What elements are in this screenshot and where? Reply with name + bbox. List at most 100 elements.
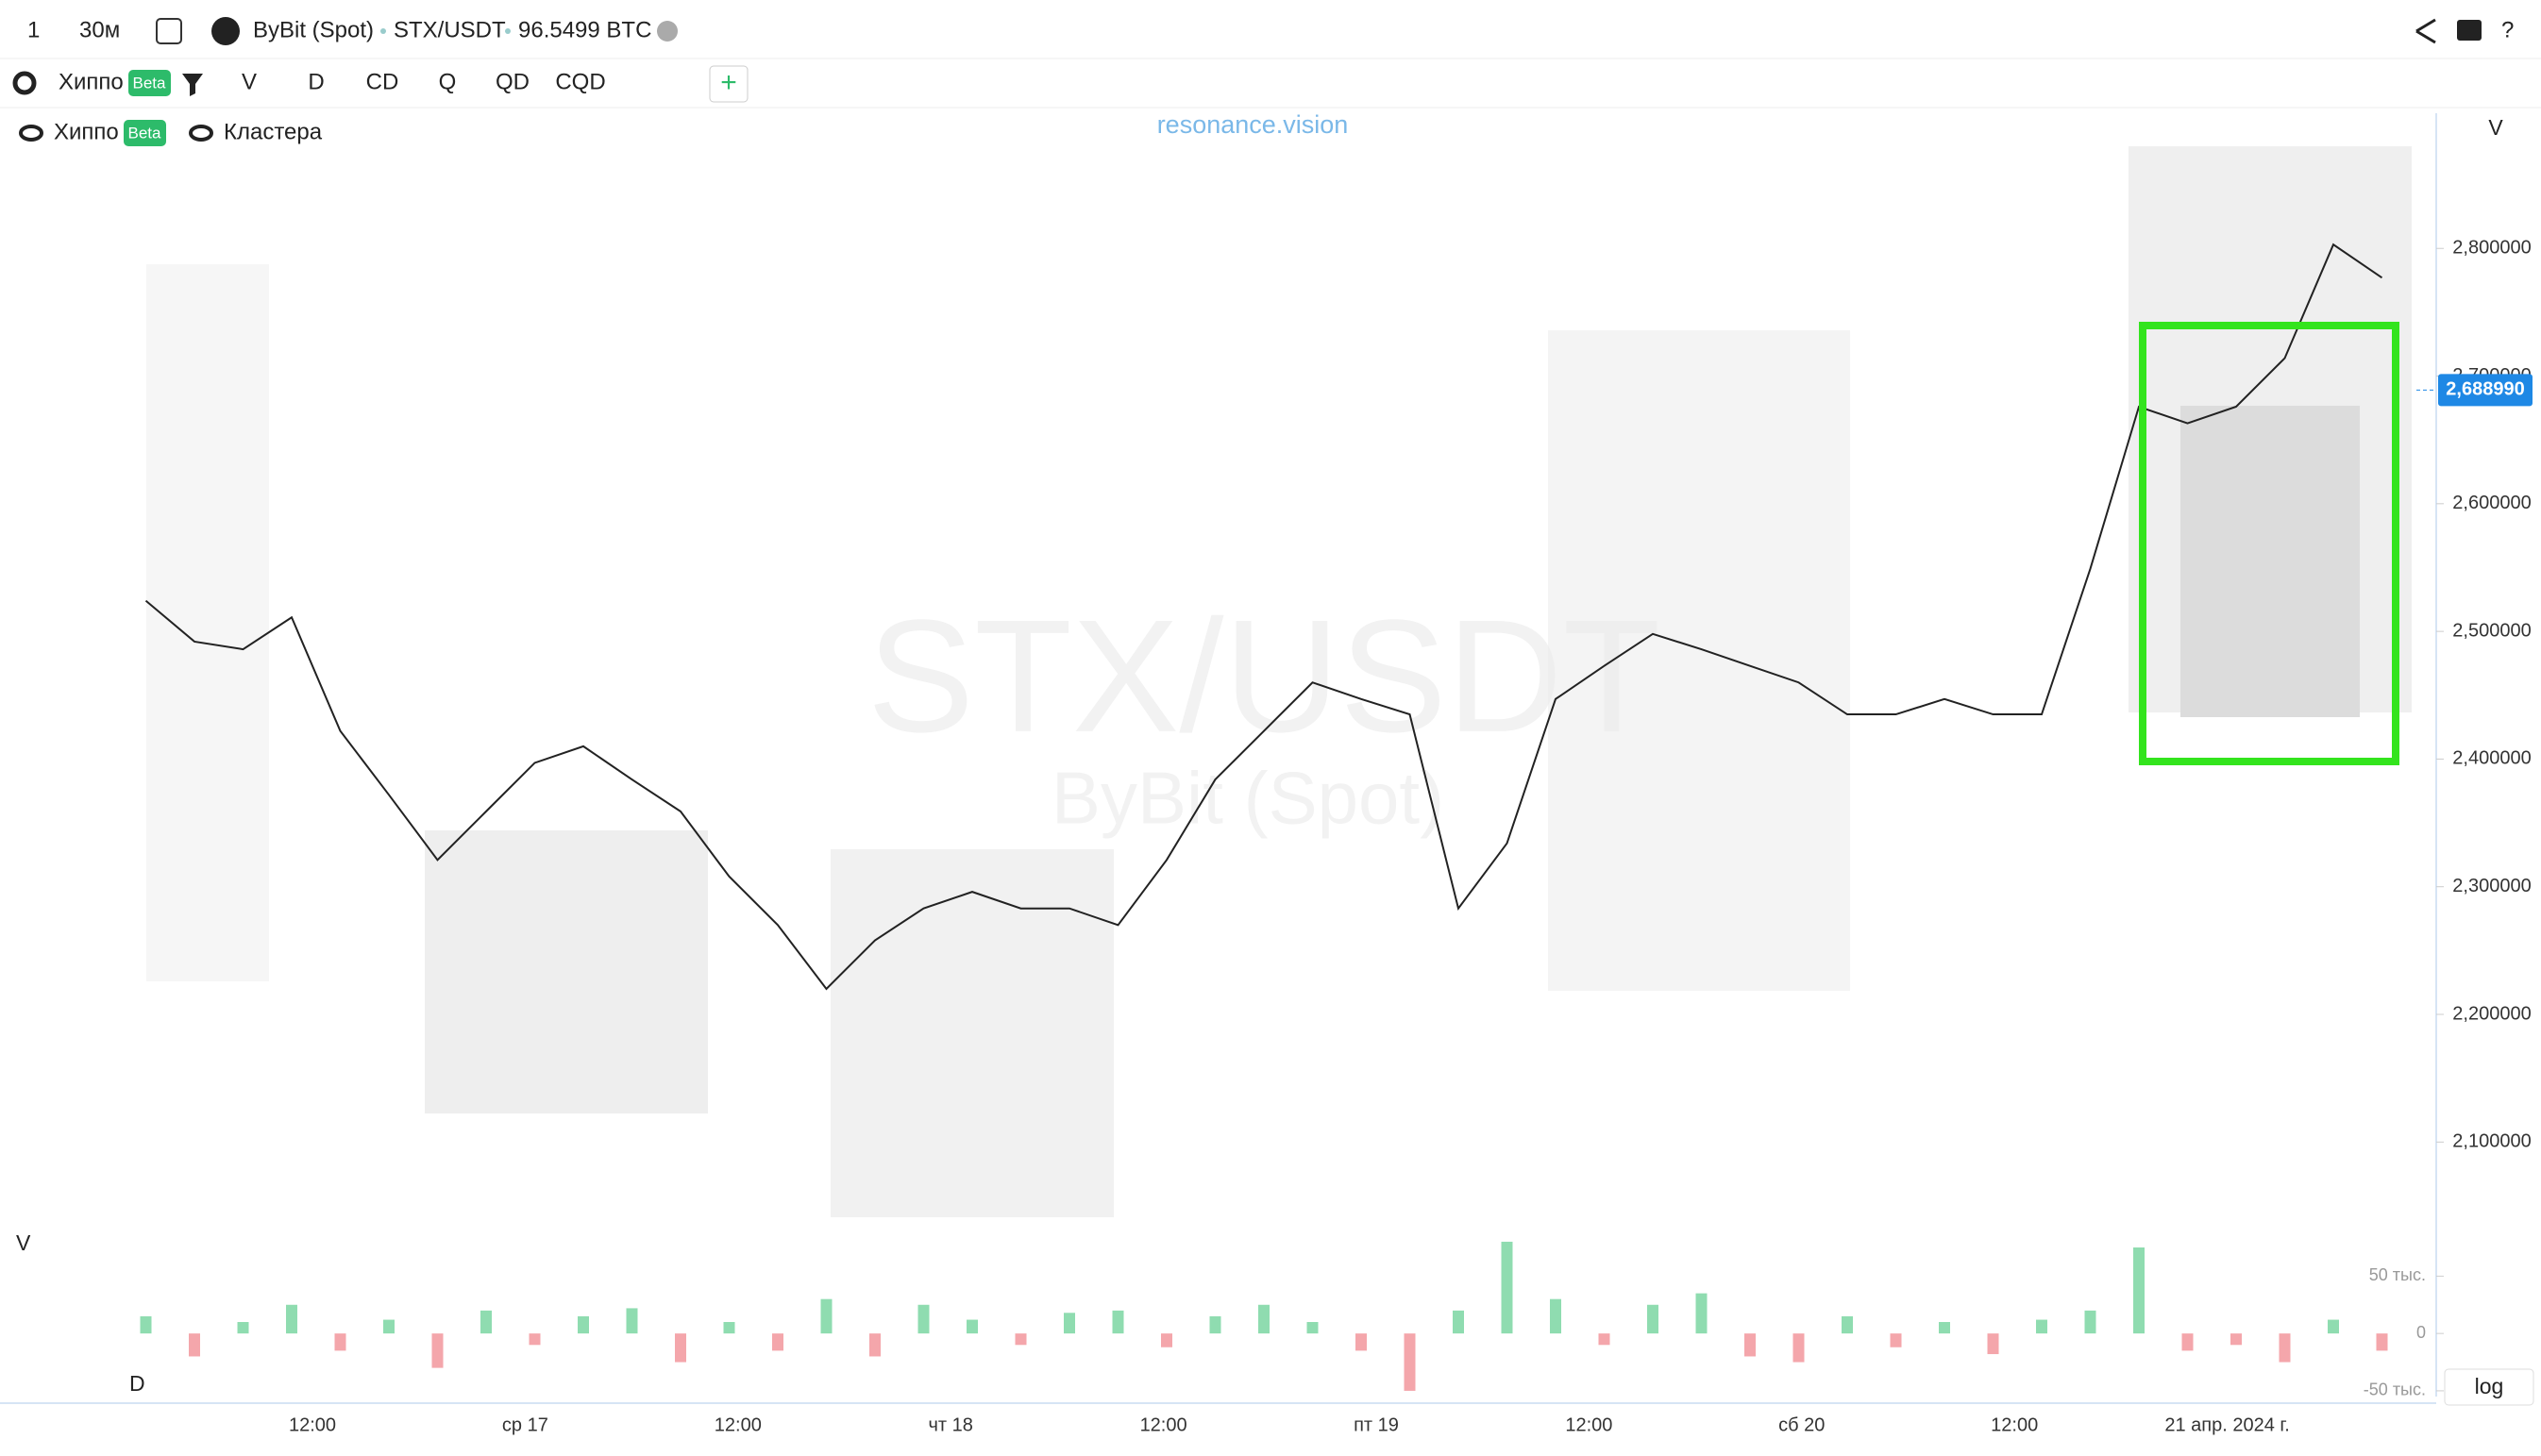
- tool-button[interactable]: QD: [496, 69, 530, 94]
- x-tick-label: ср 17: [502, 1414, 548, 1435]
- y-tick-label: 50 тыс.: [2369, 1265, 2426, 1284]
- interval-count[interactable]: 1: [27, 17, 40, 42]
- delta-bar: [2181, 1333, 2194, 1351]
- x-tick-label: 12:00: [1991, 1414, 2038, 1435]
- heat-zone: [1548, 330, 1850, 991]
- add-icon[interactable]: +: [720, 67, 737, 98]
- delta-bar: [237, 1322, 249, 1334]
- log-button[interactable]: [2444, 1368, 2534, 1406]
- delta-bar: [1695, 1293, 1708, 1334]
- badge-text: Beta: [128, 124, 162, 142]
- share-icon[interactable]: [2415, 18, 2436, 44]
- price-tag: [2438, 374, 2533, 407]
- volume: 96.5499 BTC: [518, 17, 651, 42]
- delta-bar: [1015, 1333, 1027, 1346]
- dot: [380, 28, 386, 34]
- delta-bar: [2084, 1310, 2096, 1334]
- badge: [128, 70, 171, 96]
- delta-bar: [1453, 1310, 1464, 1334]
- delta-bar: [2133, 1247, 2145, 1334]
- heat-zone: [2180, 406, 2360, 717]
- y-tick-label: 2,500000: [2452, 620, 2531, 641]
- pair[interactable]: STX/USDT: [394, 17, 506, 42]
- layer[interactable]: Кластера: [224, 119, 323, 144]
- x-tick-label: 12:00: [1565, 1414, 1612, 1435]
- brand: resonance.vision: [1157, 110, 1349, 139]
- eye-icon[interactable]: [189, 125, 213, 142]
- delta-bar: [1550, 1298, 1561, 1334]
- layer[interactable]: Хиппо: [54, 119, 119, 144]
- watermark: STX/USDT: [867, 587, 1661, 766]
- delta-bar: [1501, 1241, 1513, 1334]
- delta-bar: [431, 1333, 444, 1368]
- screenshot-icon[interactable]: [156, 18, 182, 44]
- dot: [505, 28, 511, 34]
- delta-bar: [578, 1315, 589, 1334]
- delta-bar: [967, 1319, 978, 1334]
- badge: [124, 120, 166, 146]
- help-icon[interactable]: ?: [2501, 17, 2514, 42]
- delta-bar: [383, 1319, 395, 1334]
- pane-label: D: [129, 1371, 145, 1396]
- x-tick-label: 12:00: [289, 1414, 336, 1435]
- tool-button[interactable]: V: [242, 69, 257, 94]
- x-tick-label: 12:00: [1140, 1414, 1187, 1435]
- exchange-logo: [211, 17, 240, 45]
- y-tick-label: 2,200000: [2452, 1003, 2531, 1024]
- delta-bar: [286, 1304, 297, 1334]
- indicator[interactable]: Хиппо: [59, 69, 124, 94]
- add-button[interactable]: [709, 65, 749, 103]
- delta-bar: [1161, 1333, 1172, 1347]
- status: [657, 21, 678, 42]
- delta-bar: [1598, 1333, 1610, 1346]
- delta-bar: [626, 1308, 638, 1334]
- delta-bar: [1064, 1313, 1075, 1334]
- y-tick-label: 2,400000: [2452, 748, 2531, 769]
- delta-bar: [2036, 1319, 2047, 1334]
- video-icon[interactable]: [2457, 20, 2482, 41]
- x-tick-label: сб 20: [1778, 1414, 1825, 1435]
- delta-bar: [140, 1315, 152, 1334]
- interval[interactable]: 30м: [79, 17, 120, 42]
- delta-bar: [2376, 1333, 2388, 1351]
- y-tick-label: 2,100000: [2452, 1131, 2531, 1152]
- highlight-box: [2139, 322, 2399, 765]
- delta-bar: [2230, 1333, 2242, 1346]
- log-text[interactable]: log: [2475, 1374, 2504, 1398]
- tool-button[interactable]: CD: [366, 69, 399, 94]
- delta-bar: [1744, 1333, 1756, 1357]
- filter-icon[interactable]: [182, 74, 203, 96]
- heat-zone: [831, 849, 1114, 1217]
- delta-bar: [1355, 1333, 1367, 1351]
- settings-icon[interactable]: [12, 71, 37, 95]
- x-tick-label: чт 18: [929, 1414, 973, 1435]
- tool-button[interactable]: Q: [439, 69, 457, 94]
- delta-bar: [1404, 1333, 1416, 1391]
- delta-bar: [1987, 1333, 1999, 1355]
- y-tick-label: 2,800000: [2452, 238, 2531, 259]
- heat-zone: [425, 830, 708, 1113]
- delta-bar: [675, 1333, 686, 1363]
- delta-bar: [917, 1304, 930, 1334]
- delta-bar: [723, 1322, 735, 1334]
- pane-label: V: [16, 1230, 31, 1255]
- delta-bar: [772, 1333, 783, 1351]
- x-tick-label: 12:00: [715, 1414, 762, 1435]
- tool-button[interactable]: CQD: [555, 69, 605, 94]
- delta-bar: [1647, 1304, 1658, 1334]
- heat-zone: [146, 264, 269, 981]
- delta-bar: [1792, 1333, 1805, 1363]
- delta-bar: [189, 1333, 200, 1357]
- watermark: ByBit (Spot): [1052, 757, 1444, 840]
- delta-bar: [869, 1333, 881, 1357]
- delta-bar: [1209, 1315, 1221, 1334]
- delta-bar: [480, 1310, 492, 1334]
- exchange[interactable]: ByBit (Spot): [253, 17, 374, 42]
- eye-icon[interactable]: [19, 125, 43, 142]
- delta-bar: [2279, 1333, 2291, 1363]
- delta-bar: [1890, 1333, 1902, 1347]
- tool-button[interactable]: D: [308, 69, 324, 94]
- delta-bar: [1112, 1310, 1124, 1334]
- axis-label: V: [2488, 115, 2503, 140]
